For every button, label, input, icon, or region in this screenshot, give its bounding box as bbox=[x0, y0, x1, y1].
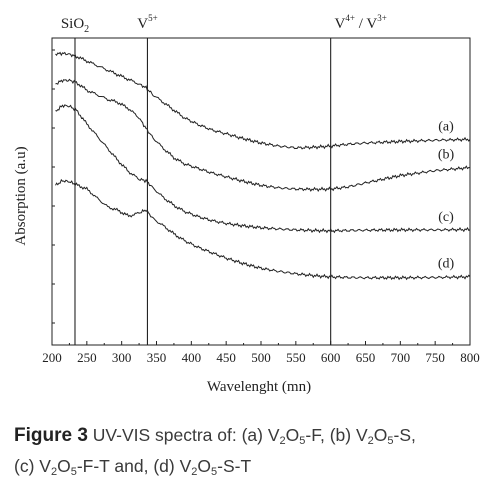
x-tick-label: 300 bbox=[112, 350, 132, 365]
series-labels: (a) (b) (c) (d) bbox=[438, 120, 455, 272]
reference-label: V4+ / V3+ bbox=[335, 13, 387, 32]
x-tick-label: 750 bbox=[425, 350, 445, 365]
reference-label: SiO2 bbox=[61, 16, 89, 35]
caption-line-2: (c) V2O5-F-T and, (d) V2O5-S-T bbox=[14, 451, 492, 481]
x-tick-label: 800 bbox=[460, 350, 480, 365]
y-axis-ticks bbox=[52, 49, 55, 324]
series-label: (a) bbox=[438, 120, 454, 135]
x-tick-label: 700 bbox=[391, 350, 411, 365]
caption-subscript: 2 bbox=[367, 435, 374, 447]
series-line bbox=[55, 51, 471, 150]
caption-text: -F-T and, (d) V bbox=[76, 456, 192, 476]
x-tick-label: 200 bbox=[42, 350, 62, 365]
caption-text: -S, bbox=[393, 425, 416, 445]
caption-text: O bbox=[373, 425, 388, 445]
x-tick-label: 650 bbox=[356, 350, 376, 365]
caption-subscript: 5 bbox=[299, 435, 306, 447]
caption-text: -S-T bbox=[217, 456, 252, 476]
figure-caption: Figure 3 UV-VIS spectra of: (a) V2O5-F, … bbox=[14, 420, 492, 481]
plot-frame-group bbox=[51, 37, 471, 346]
caption-subscript: 5 bbox=[211, 466, 218, 478]
x-tick-label: 450 bbox=[216, 350, 236, 365]
x-axis-ticks: 200 250 300 350 400 450 500 550 600 650 700 750 800 bbox=[42, 341, 480, 365]
caption-subscript: 2 bbox=[279, 435, 286, 447]
uv-vis-chart: 200 250 300 350 400 450 500 550 600 650 700 750 800 … bbox=[13, 13, 480, 395]
x-tick-label: 400 bbox=[182, 350, 202, 365]
caption-line-1: Figure 3 UV-VIS spectra of: (a) V2O5-F, … bbox=[14, 420, 492, 451]
y-axis-title: Absorption (a.u) bbox=[13, 146, 29, 245]
caption-text: UV-VIS spectra of: (a) V bbox=[92, 425, 280, 445]
reference-lines: SiO2 V5+ V4+ / V3+ bbox=[61, 13, 387, 345]
series-lines bbox=[55, 51, 471, 281]
x-tick-label: 600 bbox=[321, 350, 341, 365]
x-tick-label: 500 bbox=[251, 350, 271, 365]
series-line bbox=[55, 178, 471, 281]
caption-figure-number: Figure 3 bbox=[14, 425, 88, 446]
x-tick-label: 350 bbox=[147, 350, 167, 365]
caption-subscript: 5 bbox=[387, 435, 394, 447]
reference-label: V5+ bbox=[137, 13, 157, 32]
x-axis-title: Wavelenght (mn) bbox=[207, 379, 311, 395]
x-tick-label: 250 bbox=[77, 350, 97, 365]
caption-text: (c) V bbox=[14, 456, 51, 476]
caption-text: O bbox=[197, 456, 212, 476]
series-line bbox=[55, 104, 471, 234]
series-line bbox=[55, 78, 471, 193]
caption-subscript: 2 bbox=[50, 466, 58, 478]
series-label: (d) bbox=[438, 257, 455, 272]
plot-frame bbox=[51, 37, 471, 346]
series-label: (c) bbox=[438, 210, 454, 225]
series-label: (b) bbox=[438, 147, 455, 162]
caption-subscript: 5 bbox=[70, 466, 77, 478]
caption-text: O bbox=[57, 456, 71, 476]
caption-subscript: 2 bbox=[191, 466, 198, 478]
caption-text: O bbox=[285, 425, 300, 445]
caption-text: -F, (b) V bbox=[305, 425, 368, 445]
x-tick-label: 550 bbox=[286, 350, 306, 365]
